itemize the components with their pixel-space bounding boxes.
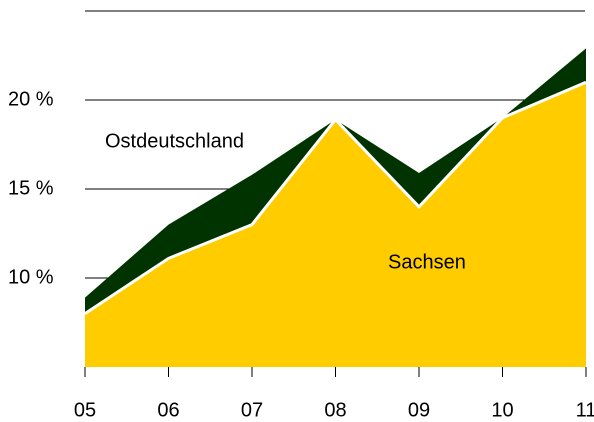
x-tick-label: 10 bbox=[491, 399, 513, 421]
x-tick-label: 09 bbox=[408, 399, 430, 421]
x-tick-label: 05 bbox=[74, 399, 96, 421]
y-tick-label: 15 % bbox=[8, 177, 54, 199]
series-label: Sachsen bbox=[388, 251, 466, 273]
area bbox=[85, 82, 586, 367]
series-label: Ostdeutschland bbox=[105, 130, 244, 152]
x-tick-label: 06 bbox=[157, 399, 179, 421]
x-tick-label: 08 bbox=[324, 399, 346, 421]
y-tick-label: 20 % bbox=[8, 88, 54, 110]
x-tick-label: 11 bbox=[576, 399, 594, 421]
x-tick-label: 07 bbox=[241, 399, 263, 421]
area-edge bbox=[84, 80, 587, 315]
y-tick-label: 10 % bbox=[8, 266, 54, 288]
